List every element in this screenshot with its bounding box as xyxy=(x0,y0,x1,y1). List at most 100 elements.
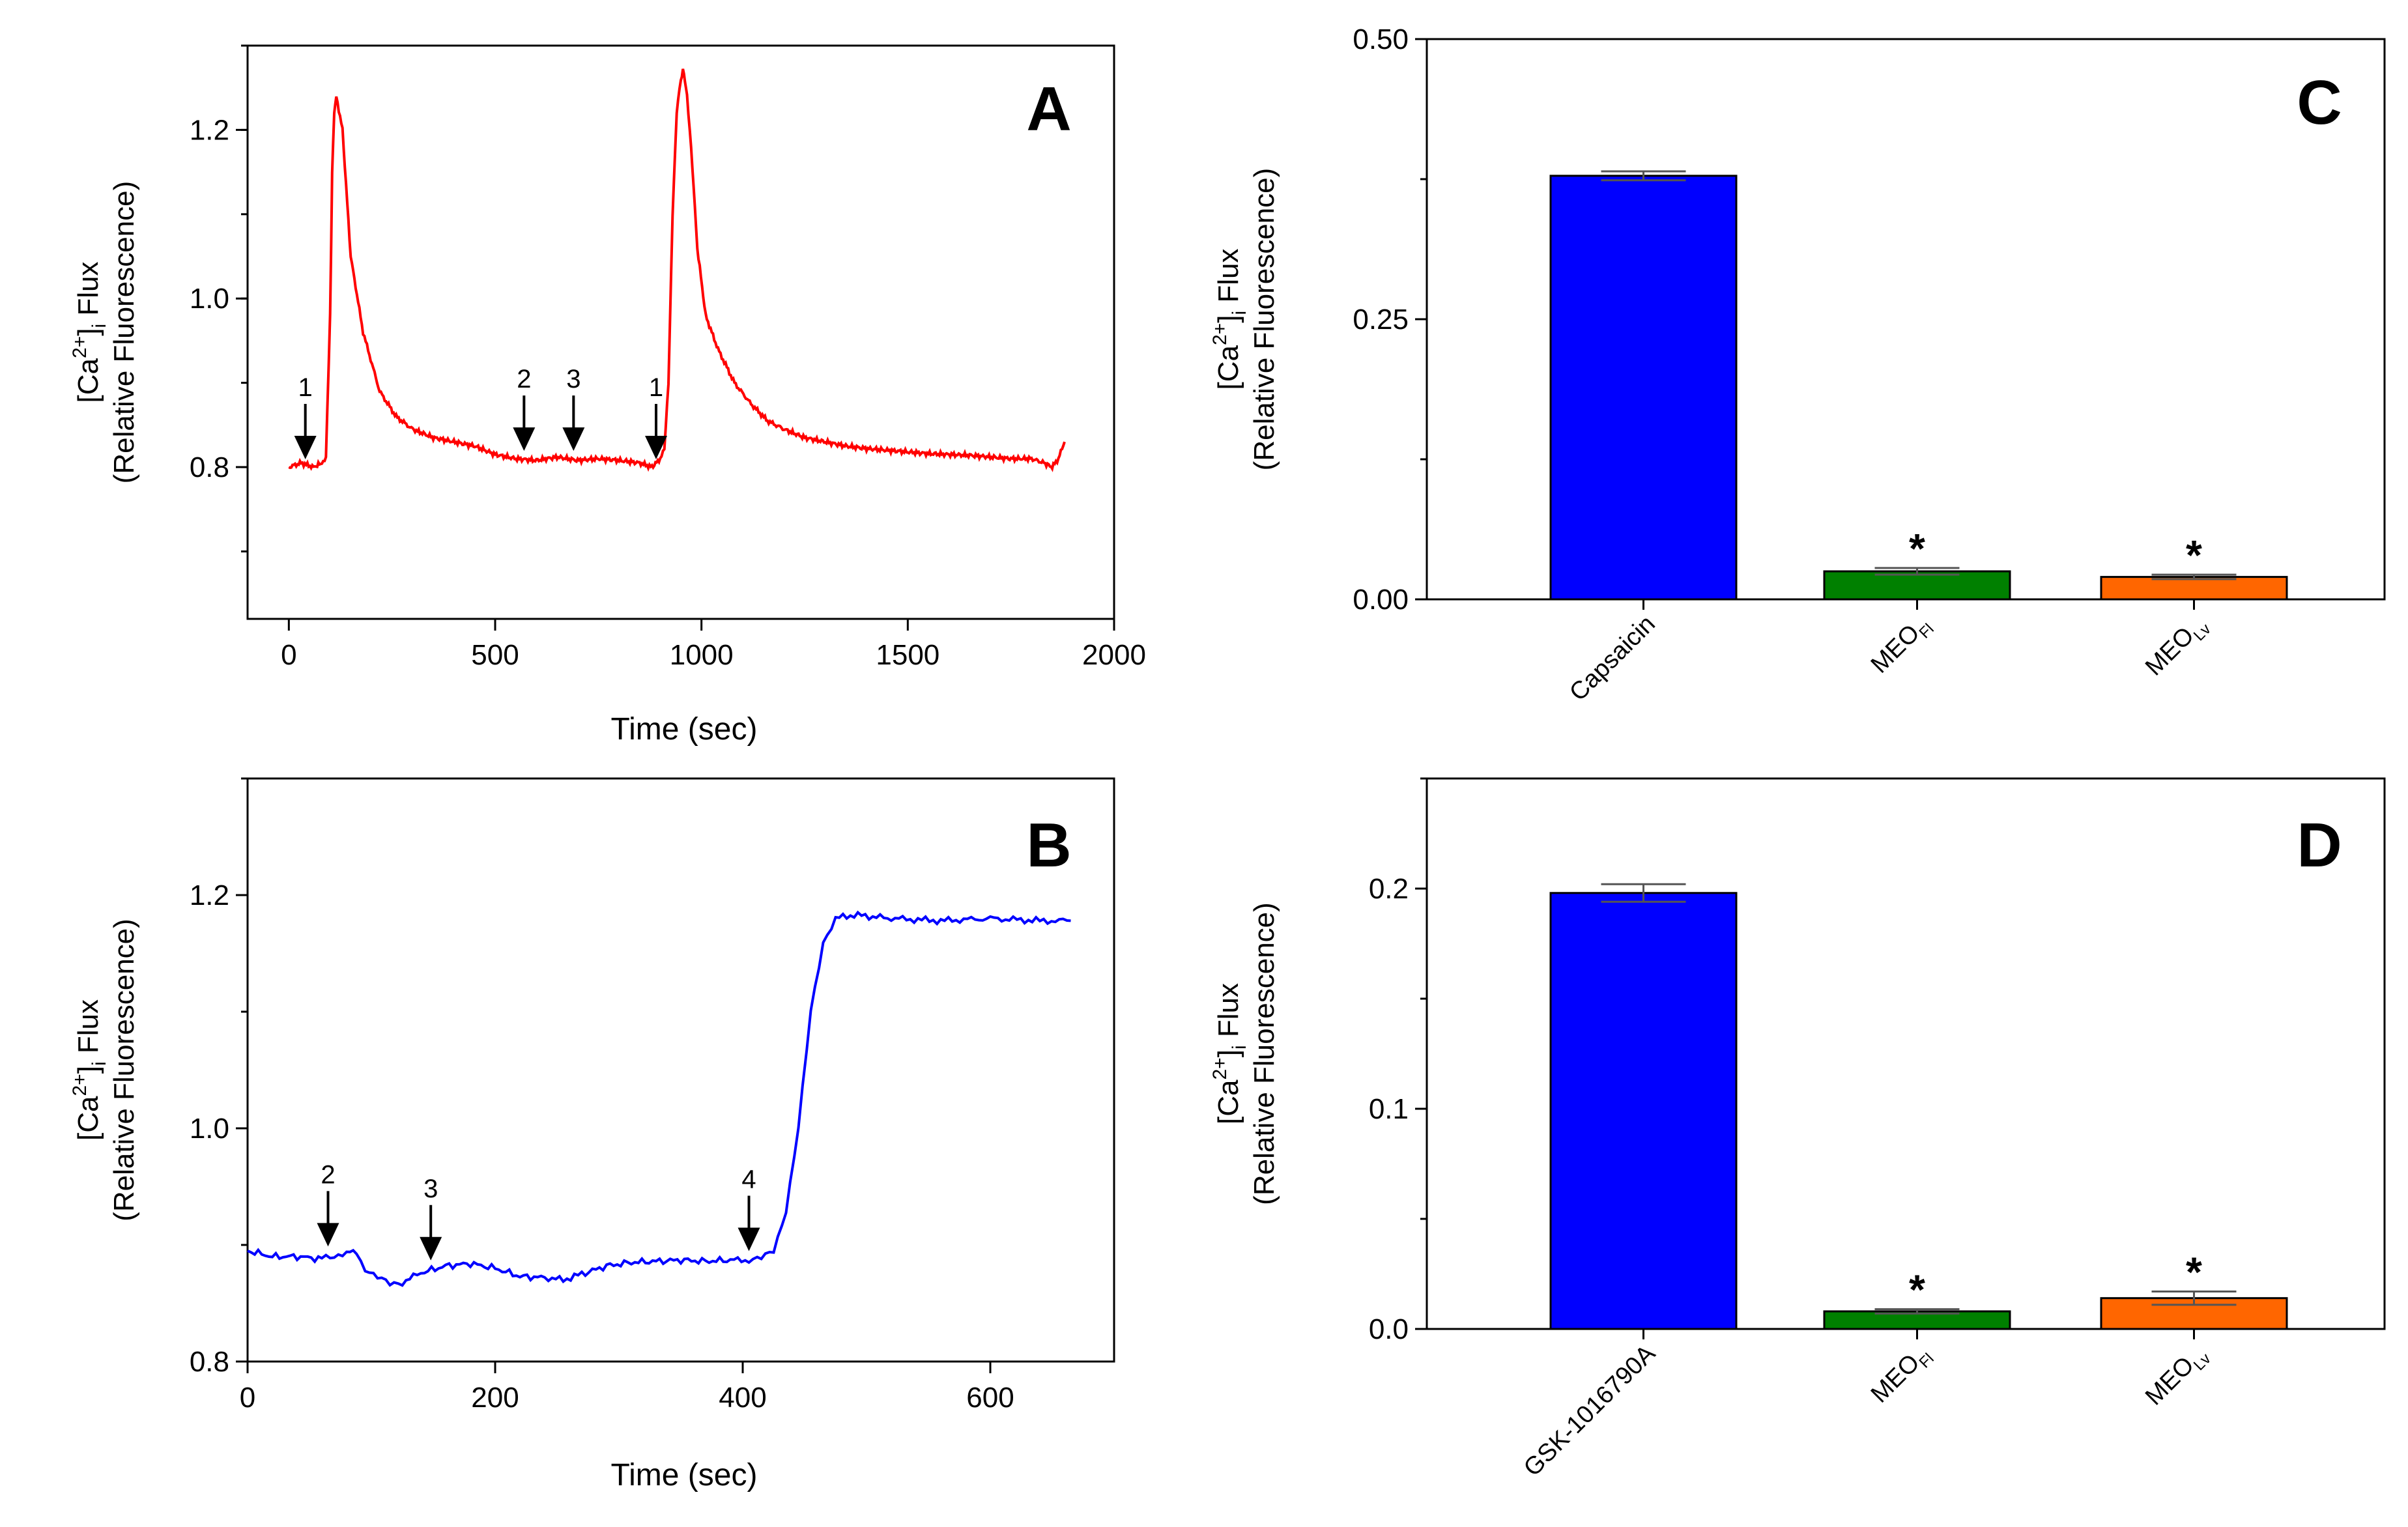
y-axis-label-part: 2+ xyxy=(69,336,91,358)
y-axis-label-part: 2+ xyxy=(1209,1057,1231,1079)
category-label: MEOFl xyxy=(1866,1340,1938,1412)
significance-star: * xyxy=(2186,1249,2202,1296)
x-tick-label: 400 xyxy=(719,1382,766,1414)
category-label-text: MEOLv xyxy=(2140,1340,2214,1414)
y-axis-label-part: [Ca xyxy=(1212,345,1244,390)
arrow-head xyxy=(420,1236,442,1261)
significance-star: * xyxy=(1909,1266,1925,1313)
bar xyxy=(2100,576,2288,601)
y-tick-label: 0.00 xyxy=(1353,584,1409,616)
y-axis-label-part: [Ca xyxy=(1212,1079,1244,1124)
panel-letter: C xyxy=(2297,68,2342,137)
y-axis-label-part: i xyxy=(89,1061,110,1066)
category-label-main: MEO xyxy=(2140,1352,2200,1411)
arrow-head xyxy=(738,1227,760,1251)
x-tick-label: 0 xyxy=(281,639,296,671)
arrow-label: 1 xyxy=(649,373,663,402)
y-axis-label-line2: (Relative Fluorescence) xyxy=(1248,902,1280,1205)
category-label-main: MEO xyxy=(2140,622,2200,681)
y-axis-label: [Ca2+]i Flux (Relative Fluorescence) xyxy=(69,181,140,484)
arrow-label: 3 xyxy=(566,365,580,393)
y-axis-label-part: ] xyxy=(1212,1049,1244,1057)
category-label-text: MEOFl xyxy=(1866,1340,1938,1412)
y-tick-label: 1.0 xyxy=(190,283,229,315)
y-axis-label-part: ] xyxy=(72,1066,104,1074)
bar xyxy=(1549,175,1738,601)
y-axis-label-part: Flux xyxy=(72,999,104,1061)
x-tick-label: 0 xyxy=(240,1382,255,1414)
y-axis-label: [Ca2+]i Flux (Relative Fluorescence) xyxy=(1209,902,1280,1205)
y-tick-label: 1.0 xyxy=(190,1113,229,1145)
x-tick-label: 200 xyxy=(471,1382,519,1414)
y-axis-label-part: Flux xyxy=(1212,249,1244,311)
category-label-text: Capsaicin xyxy=(1564,610,1661,707)
y-tick-label: 0.8 xyxy=(190,1346,229,1378)
y-axis-label-part: Flux xyxy=(72,262,104,324)
category-label-text: MEOLv xyxy=(2140,610,2214,685)
y-tick-label: 0.0 xyxy=(1369,1313,1409,1345)
category-label: MEOLv xyxy=(2140,1340,2214,1414)
y-axis-label-line1: [Ca2+]i Flux xyxy=(1209,249,1250,390)
x-tick-label: 600 xyxy=(966,1382,1014,1414)
arrow-label: 2 xyxy=(517,365,531,393)
arrow-head xyxy=(645,436,667,460)
category-label-text: GSK-1016790A xyxy=(1519,1339,1661,1481)
x-tick-label: 2000 xyxy=(1082,639,1146,671)
panel-letter: D xyxy=(2297,810,2342,880)
y-axis-label-part: 2+ xyxy=(1209,323,1231,345)
category-label: MEOLv xyxy=(2140,610,2214,685)
y-axis-label: [Ca2+]i Flux (Relative Fluorescence) xyxy=(1209,168,1280,471)
x-axis-label: Time (sec) xyxy=(611,1458,758,1492)
plot-frame xyxy=(246,44,1115,620)
y-axis-label-line1: [Ca2+]i Flux xyxy=(69,262,110,403)
category-label: GSK-1016790A xyxy=(1519,1339,1661,1481)
category-label-main: Capsaicin xyxy=(1564,610,1661,707)
bar xyxy=(1549,892,1738,1330)
y-tick-label: 0.2 xyxy=(1369,873,1409,905)
y-tick-label: 1.2 xyxy=(190,114,229,146)
panel-c: C 0.00 0.25 0.50 Capsaicin * MEOFl * MEOLv xyxy=(1353,23,2386,707)
panel-letter: B xyxy=(1026,810,1071,880)
y-axis-label-part: Flux xyxy=(1212,983,1244,1045)
panel-d: D 0.0 0.1 0.2 GSK-1016790A * MEOFl * MEOLv xyxy=(1369,777,2386,1482)
panel-letter: A xyxy=(1026,74,1071,144)
arrow-label: 2 xyxy=(321,1160,335,1189)
y-axis-label-line2: (Relative Fluorescence) xyxy=(108,919,140,1221)
y-axis-label-part: i xyxy=(1229,311,1250,315)
arrow-label: 3 xyxy=(423,1175,438,1203)
plot-frame xyxy=(246,777,1115,1363)
significance-star: * xyxy=(2186,532,2202,578)
x-axis-label: Time (sec) xyxy=(611,712,758,747)
category-label-main: GSK-1016790A xyxy=(1519,1339,1661,1481)
y-axis-label-line2: (Relative Fluorescence) xyxy=(1248,168,1280,471)
y-axis-label-part: 2+ xyxy=(69,1074,91,1096)
x-tick-label: 500 xyxy=(471,639,519,671)
series-line xyxy=(247,910,1071,1287)
arrow-head xyxy=(317,1223,339,1247)
arrow-head xyxy=(294,436,317,460)
panel-b: B 0.8 1.0 1.2 0 200 400 600 Time (sec) 2 3 4 xyxy=(190,777,1115,1492)
category-label: Capsaicin xyxy=(1564,610,1661,707)
category-label: MEOFl xyxy=(1866,610,1938,682)
arrow-label: 4 xyxy=(741,1165,756,1193)
y-axis-label-part: [Ca xyxy=(72,1096,104,1141)
category-label-main: MEO xyxy=(1866,620,1925,679)
y-axis-label-part: [Ca xyxy=(72,358,104,403)
significance-star: * xyxy=(1909,525,1925,572)
y-tick-label: 0.50 xyxy=(1353,23,1409,55)
y-axis-label-part: i xyxy=(1229,1045,1250,1049)
y-tick-label: 0.1 xyxy=(1369,1093,1409,1125)
y-axis-label-line1: [Ca2+]i Flux xyxy=(1209,983,1250,1124)
y-axis-label: [Ca2+]i Flux (Relative Fluorescence) xyxy=(69,919,140,1221)
y-axis-label-part: i xyxy=(89,324,110,328)
y-axis-label-part: ] xyxy=(72,328,104,336)
y-tick-label: 1.2 xyxy=(190,879,229,911)
series-line xyxy=(288,68,1066,472)
y-axis-label-line1: [Ca2+]i Flux xyxy=(69,999,110,1141)
arrow-label: 1 xyxy=(298,373,313,402)
y-axis-label-line2: (Relative Fluorescence) xyxy=(108,181,140,484)
x-tick-label: 1500 xyxy=(876,639,939,671)
category-label-text: MEOFl xyxy=(1866,610,1938,682)
category-label-main: MEO xyxy=(1866,1349,1925,1408)
